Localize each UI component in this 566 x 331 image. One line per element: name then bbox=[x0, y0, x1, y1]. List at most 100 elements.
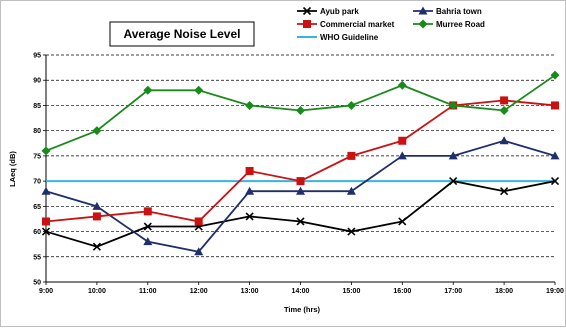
x-tick-label: 10:00 bbox=[88, 288, 106, 295]
data-point-commercial-market bbox=[500, 96, 509, 105]
noise-level-chart: Average Noise Level 50 55 60 65 70 75 80 85 90 95… bbox=[8, 6, 564, 314]
data-point-ayub-park bbox=[143, 222, 152, 231]
x-tick-label: 11:00 bbox=[139, 288, 157, 295]
data-point-bahria-town bbox=[346, 186, 356, 195]
x-tick-label: 12:00 bbox=[190, 288, 208, 295]
data-point-commercial-market bbox=[347, 151, 356, 160]
marker-stroke bbox=[245, 212, 254, 221]
legend-label: Murree Road bbox=[436, 20, 485, 29]
marker-stroke bbox=[449, 177, 458, 186]
x-tick-label: 19:00 bbox=[546, 288, 564, 295]
grid-layer bbox=[46, 54, 555, 258]
data-point-commercial-market bbox=[143, 207, 152, 216]
legend-label: Bahria town bbox=[436, 7, 482, 16]
data-point-murree-road bbox=[194, 85, 204, 95]
data-point-bahria-town bbox=[550, 151, 560, 160]
legend-item-murree-road: Murree Road bbox=[413, 19, 485, 29]
y-tick-label: 90 bbox=[33, 78, 41, 85]
data-point-commercial-market bbox=[398, 136, 407, 145]
y-tick-label: 55 bbox=[33, 254, 41, 261]
series-layer bbox=[41, 70, 560, 256]
data-point-murree-road bbox=[296, 105, 305, 115]
series-murree-road bbox=[41, 70, 560, 156]
data-point-bahria-town bbox=[92, 201, 102, 210]
legend-marker bbox=[303, 20, 311, 28]
data-point-ayub-park bbox=[92, 242, 101, 251]
data-point-bahria-town bbox=[499, 136, 509, 145]
x-tick-label: 13:00 bbox=[241, 288, 259, 295]
x-tick-label: 18:00 bbox=[495, 288, 513, 295]
chart-title: Average Noise Level bbox=[124, 27, 241, 41]
y-axis-title: LAeq (dB) bbox=[8, 151, 17, 187]
marker-stroke bbox=[92, 242, 101, 251]
marker-stroke bbox=[143, 222, 152, 231]
data-point-ayub-park bbox=[500, 187, 509, 196]
y-tick-label: 95 bbox=[33, 53, 41, 60]
series-ayub-park bbox=[41, 177, 560, 251]
series-line-bahria-town bbox=[45, 139, 556, 253]
legend-marker bbox=[302, 6, 312, 16]
legend-label: WHO Guideline bbox=[320, 33, 379, 42]
axis-layer: 50 55 60 65 70 75 80 85 90 95 9:00 10:00 11:00 12:00 1… bbox=[33, 53, 564, 296]
marker-stroke bbox=[500, 187, 509, 196]
series-bahria-town bbox=[41, 136, 560, 256]
legend-item-who-guideline: WHO Guideline bbox=[297, 33, 379, 42]
data-point-murree-road bbox=[499, 105, 509, 115]
data-point-bahria-town bbox=[194, 247, 204, 256]
y-tick-label: 80 bbox=[33, 128, 41, 135]
data-point-bahria-town bbox=[143, 237, 153, 246]
y-tick-label: 75 bbox=[33, 153, 41, 160]
legend-label: Commercial market bbox=[320, 20, 395, 29]
legend-label: Ayub park bbox=[320, 7, 359, 16]
x-tick-label: 14:00 bbox=[292, 288, 310, 295]
y-tick-label: 50 bbox=[33, 280, 41, 287]
x-tick-label: 17:00 bbox=[444, 288, 462, 295]
data-point-commercial-market bbox=[194, 217, 203, 226]
data-point-murree-road bbox=[143, 85, 153, 95]
legend-item-ayub-park: Ayub park bbox=[297, 6, 359, 16]
data-point-bahria-town bbox=[245, 186, 255, 195]
data-point-commercial-market bbox=[296, 177, 305, 186]
marker-stroke bbox=[398, 217, 407, 226]
legend-marker bbox=[418, 6, 428, 15]
legend-item-commercial-market: Commercial market bbox=[297, 20, 395, 29]
y-tick-label: 70 bbox=[33, 179, 41, 186]
y-tick-label: 60 bbox=[33, 229, 41, 236]
data-point-bahria-town bbox=[397, 151, 407, 160]
data-point-commercial-market bbox=[551, 101, 559, 110]
data-point-murree-road bbox=[397, 80, 407, 90]
y-tick-label: 65 bbox=[33, 204, 41, 211]
data-point-ayub-park bbox=[296, 217, 305, 226]
data-point-ayub-park bbox=[550, 177, 560, 186]
x-axis-title: Time (hrs) bbox=[284, 305, 321, 314]
marker-stroke bbox=[347, 227, 356, 236]
data-point-murree-road bbox=[448, 100, 458, 110]
series-line-commercial-market bbox=[45, 99, 556, 223]
marker-stroke bbox=[41, 227, 51, 236]
data-point-murree-road bbox=[346, 100, 356, 110]
x-tick-label: 9:00 bbox=[39, 288, 53, 295]
data-point-ayub-park bbox=[347, 227, 356, 236]
data-point-bahria-town bbox=[296, 186, 305, 195]
data-point-murree-road bbox=[92, 126, 102, 136]
data-point-murree-road bbox=[41, 146, 51, 156]
x-tick-label: 16:00 bbox=[393, 288, 411, 295]
data-point-ayub-park bbox=[449, 177, 458, 186]
data-point-murree-road bbox=[550, 70, 560, 80]
marker-stroke bbox=[296, 217, 305, 226]
legend: Ayub park Bahria town Commercial market Mur… bbox=[297, 6, 485, 42]
data-point-bahria-town bbox=[448, 151, 458, 160]
data-point-ayub-park bbox=[245, 212, 254, 221]
data-point-ayub-park bbox=[398, 217, 407, 226]
data-point-commercial-market bbox=[42, 217, 50, 226]
data-point-bahria-town bbox=[41, 186, 51, 195]
legend-marker bbox=[418, 19, 428, 29]
marker-stroke bbox=[302, 6, 312, 16]
chart-title-box: Average Noise Level bbox=[109, 21, 255, 47]
series-commercial-market bbox=[42, 96, 559, 226]
marker-stroke bbox=[550, 177, 560, 186]
data-point-murree-road bbox=[245, 100, 255, 110]
data-point-commercial-market bbox=[245, 167, 254, 176]
data-point-ayub-park bbox=[41, 227, 51, 236]
